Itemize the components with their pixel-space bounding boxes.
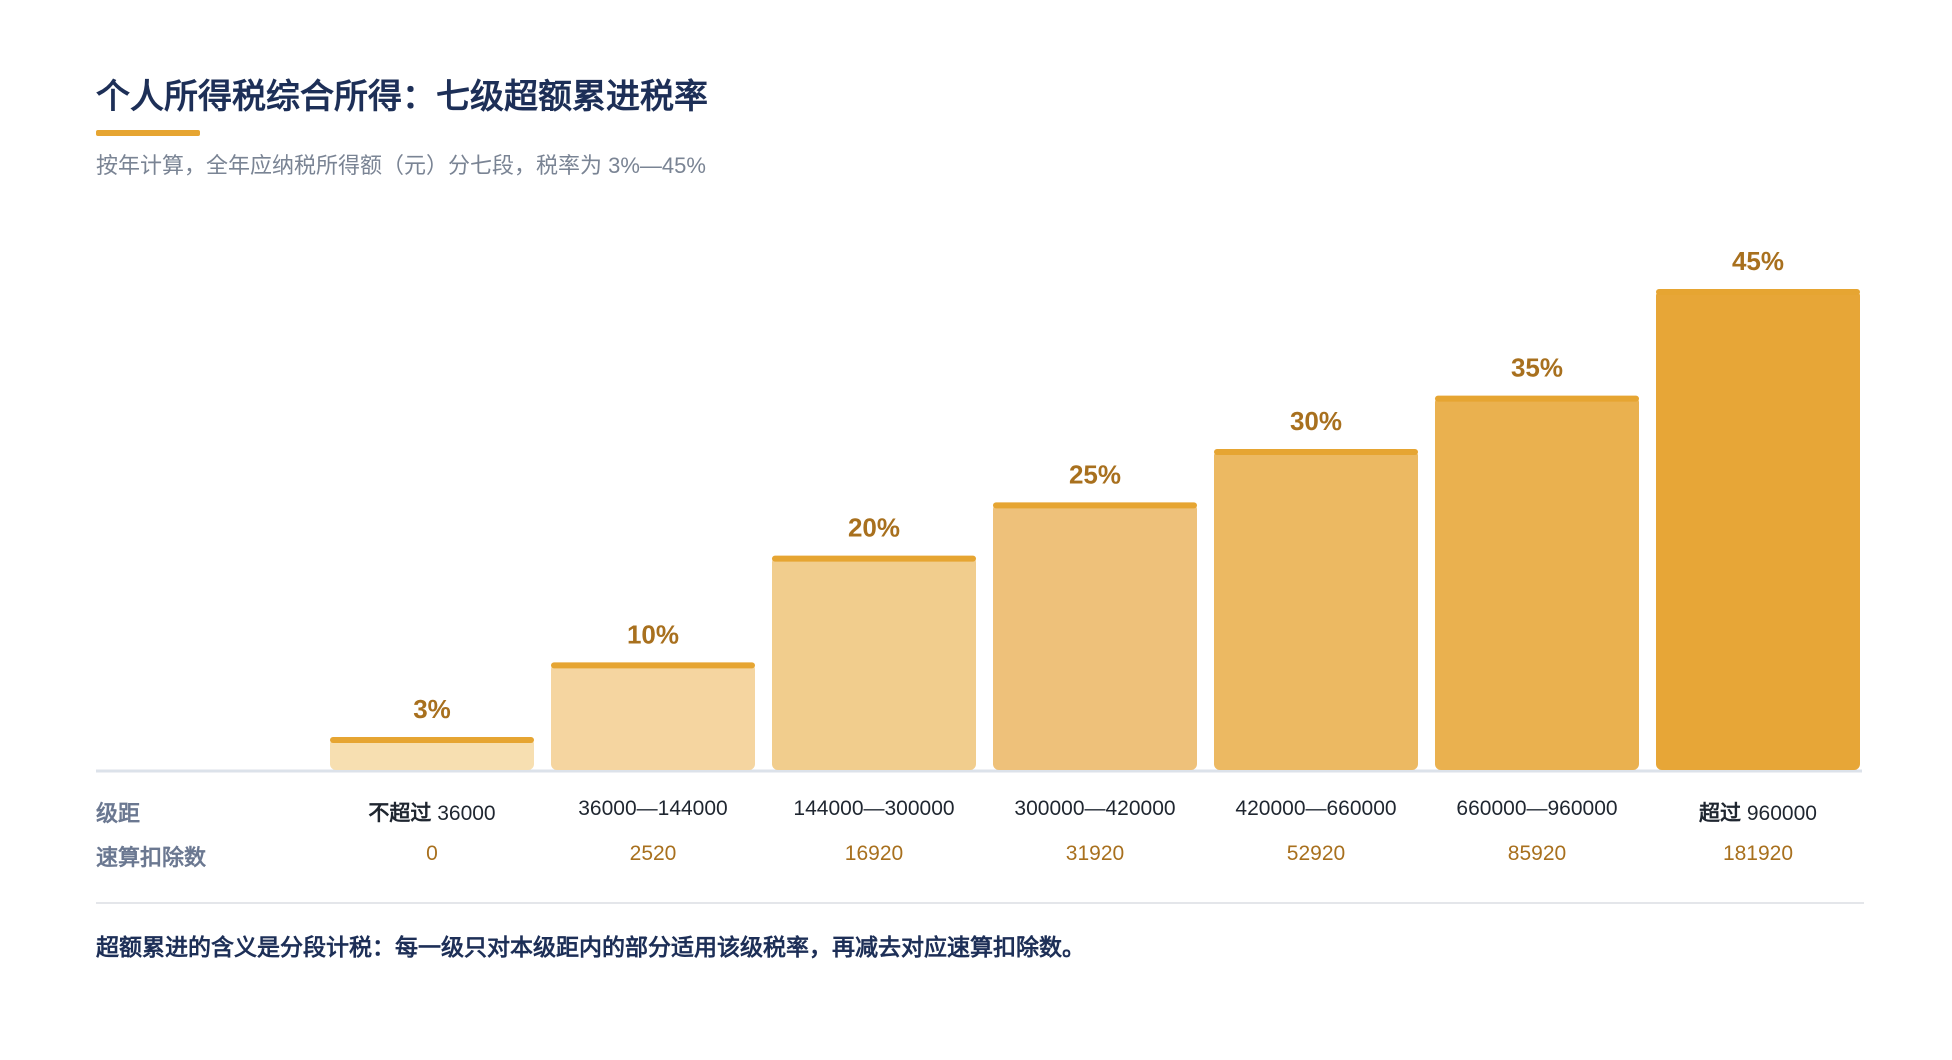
bar-cap [1214,449,1418,455]
bar-cap [993,502,1197,509]
bar-25pct [993,503,1197,770]
bar-value-label: 35% [1511,353,1563,383]
quick-deduction-cell: 181920 [1722,842,1794,865]
bar-value-label: 20% [848,513,900,543]
bracket-range-value: 300000—420000 [1014,797,1176,820]
bar-10pct [551,663,755,770]
bar-30pct [1214,450,1418,770]
chart-title: 个人所得税综合所得：七级超额累进税率 [96,78,708,116]
deduction-row-label: 速算扣除数 [96,845,207,870]
footnote: 超额累进的含义是分段计税：每一级只对本级距内的部分适用该级税率，再减去对应速算扣… [96,934,1085,960]
bar-cap [1435,395,1639,402]
bar-cap [772,555,976,562]
bracket-range-value: 36000—144000 [578,797,728,820]
bracket-range-value: 960000 [1746,802,1817,825]
bar-35pct [1435,396,1639,770]
bracket-range-cell: 144000—300000 [764,797,984,821]
bracket-range-cell: 36000—144000 [543,797,763,821]
bracket-range-cell: 不超过 36000 [322,797,542,827]
quick-deduction-cell: 52920 [1286,842,1346,865]
bracket-range-cell: 420000—660000 [1206,797,1426,821]
bar-value-label: 3% [413,694,451,724]
quick-deduction-cell: 85920 [1507,842,1567,865]
bracket-range-value: 420000—660000 [1235,797,1397,820]
bar-45pct [1656,290,1860,770]
quick-deduction-cell: 2520 [629,842,677,865]
bracket-range-prefix: 超过 [1699,802,1742,825]
quick-deduction-cell: 16920 [844,842,904,865]
bars-group: 3% 10% 20% 25% 30% 35% 45% [330,246,1860,770]
bar-cap [1656,289,1860,295]
bracket-range-value: 144000—300000 [793,797,955,820]
bracket-range-cell: 超过 960000 [1648,797,1868,827]
bar-value-label: 25% [1069,459,1121,489]
bar-20pct [772,556,976,770]
tax-rate-bar-chart: 3% 10% 20% 25% 30% 35% 45% [96,246,1862,773]
bar-value-label: 10% [627,619,679,649]
bar-value-label: 30% [1290,406,1342,436]
quick-deduction-cell: 31920 [1065,842,1125,865]
bar-cap [551,662,755,669]
bracket-range-value: 36000 [437,802,496,825]
range-row-label: 级距 [96,801,141,826]
bar-value-label: 45% [1732,246,1784,276]
bar-cap [330,737,534,743]
bracket-range-cell: 660000—960000 [1427,797,1647,821]
chart-subtitle: 按年计算，全年应纳税所得额（元）分七段，税率为 3%—45% [96,153,706,178]
bar-3pct [330,738,534,770]
title-accent-underline [96,130,200,136]
bracket-range-cell: 300000—420000 [985,797,1205,821]
quick-deduction-cell: 0 [426,842,438,865]
bracket-range-prefix: 不超过 [368,802,432,825]
footer-divider [96,902,1864,904]
bracket-range-value: 660000—960000 [1456,797,1618,820]
